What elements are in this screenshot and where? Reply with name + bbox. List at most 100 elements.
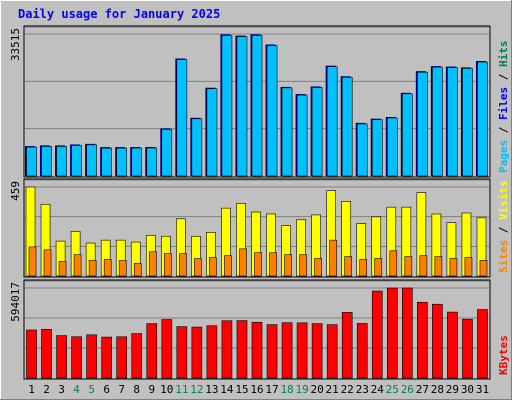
bar-kbytes [71, 336, 82, 379]
bar-sites [284, 254, 292, 277]
bar-kbytes [221, 320, 233, 379]
bar-sites [118, 260, 127, 277]
x-tick-label: 30 [461, 383, 474, 396]
bar-sites [103, 259, 112, 277]
bar-pages [462, 68, 473, 177]
bar-kbytes [251, 321, 263, 379]
x-tick-label: 27 [416, 383, 429, 396]
bar-pages [146, 147, 158, 177]
chart-title: Daily usage for January 2025 [18, 7, 220, 21]
x-tick-label: 6 [103, 383, 110, 396]
bar-pages [26, 146, 37, 177]
x-tick-label: 16 [250, 383, 263, 396]
bar-kbytes [206, 325, 218, 379]
bar-sites [344, 256, 353, 277]
x-tick-label: 10 [160, 383, 173, 396]
bar-pages [417, 71, 428, 177]
x-tick-label: 2 [43, 383, 50, 396]
x-tick-label: 11 [175, 383, 188, 396]
x-tick-label: 22 [341, 383, 354, 396]
bar-pages [477, 61, 488, 177]
bar-pages [341, 76, 353, 177]
bar-pages [236, 36, 248, 177]
x-tick-label: 19 [295, 383, 308, 396]
x-tick-label: 12 [190, 383, 203, 396]
x-tick-label: 17 [265, 383, 278, 396]
bar-pages [371, 119, 383, 177]
x-tick-label: 23 [356, 383, 369, 396]
x-tick-label: 28 [431, 383, 444, 396]
bar-pages [311, 87, 323, 177]
bar-pages [116, 147, 128, 177]
bar-pages [266, 45, 278, 177]
bar-kbytes [311, 323, 323, 379]
bar-kbytes [131, 333, 143, 379]
bar-sites [269, 252, 277, 277]
bar-sites [179, 253, 187, 277]
bar-kbytes [176, 326, 188, 379]
bar-pages [296, 94, 308, 177]
legend-item-visits: Visits [497, 180, 510, 220]
bar-kbytes [236, 320, 248, 379]
bar-kbytes [402, 287, 413, 379]
x-axis-labels: 1 2 3 4 5 6 7 8 9 10 11 12 13 14 15 16 17 18 19 20 21 22 23 24 2… [28, 383, 489, 396]
legend-item-kbytes: KBytes [497, 335, 510, 375]
bar-kbytes [56, 335, 67, 379]
y-max-label: 594017 [9, 282, 22, 322]
bar-sites [194, 258, 202, 277]
bar-kbytes [477, 309, 488, 379]
bar-pages [101, 147, 112, 177]
bar-pages [221, 35, 233, 177]
bar-sites [73, 254, 82, 277]
bar-sites [329, 239, 337, 277]
y-max-label: 33515 [9, 28, 22, 61]
bar-sites [58, 261, 67, 277]
bar-kbytes [41, 329, 52, 379]
bar-kbytes [101, 336, 112, 379]
x-tick-label: 31 [476, 383, 489, 396]
x-tick-label: 8 [133, 383, 140, 396]
bar-sites [479, 260, 488, 277]
bar-sites [359, 259, 368, 277]
bar-sites [28, 246, 37, 277]
x-tick-label: 1 [28, 383, 35, 396]
bar-kbytes [371, 290, 383, 379]
bar-pages [86, 144, 97, 177]
bar-pages [326, 66, 338, 177]
x-tick-label: 29 [446, 383, 459, 396]
x-tick-label: 15 [235, 383, 248, 396]
x-tick-label: 25 [386, 383, 399, 396]
x-tick-label: 20 [311, 383, 324, 396]
bar-pages [206, 88, 218, 177]
bar-sites [163, 253, 172, 277]
bar-sites [464, 257, 473, 277]
bar-sites [148, 251, 157, 277]
bar-kbytes [266, 324, 278, 379]
bar-sites [133, 263, 142, 277]
bar-pages [356, 123, 368, 177]
x-tick-label: 9 [148, 383, 155, 396]
bar-kbytes [26, 329, 37, 379]
bar-sites [314, 258, 322, 277]
bar-pages [386, 117, 398, 177]
bar-kbytes [356, 323, 368, 379]
legend-separator: / [497, 120, 510, 140]
bar-sites [254, 252, 262, 277]
x-tick-label: 14 [220, 383, 234, 396]
bar-kbytes [341, 312, 353, 379]
bar-pages [402, 93, 413, 177]
bar-sites [374, 258, 383, 277]
bar-kbytes [161, 319, 173, 379]
bar-kbytes [432, 303, 443, 379]
bar-pages [281, 87, 293, 177]
bar-sites [299, 254, 307, 277]
bar-pages [71, 145, 82, 177]
bar-sites [88, 260, 97, 277]
bar-pages [191, 118, 203, 177]
bar-kbytes [417, 301, 428, 379]
bar-pages [447, 67, 458, 177]
legend-separator: / [497, 67, 510, 87]
bar-pages [161, 129, 173, 177]
legend-visits-sites: Sites / Visits [497, 180, 510, 273]
